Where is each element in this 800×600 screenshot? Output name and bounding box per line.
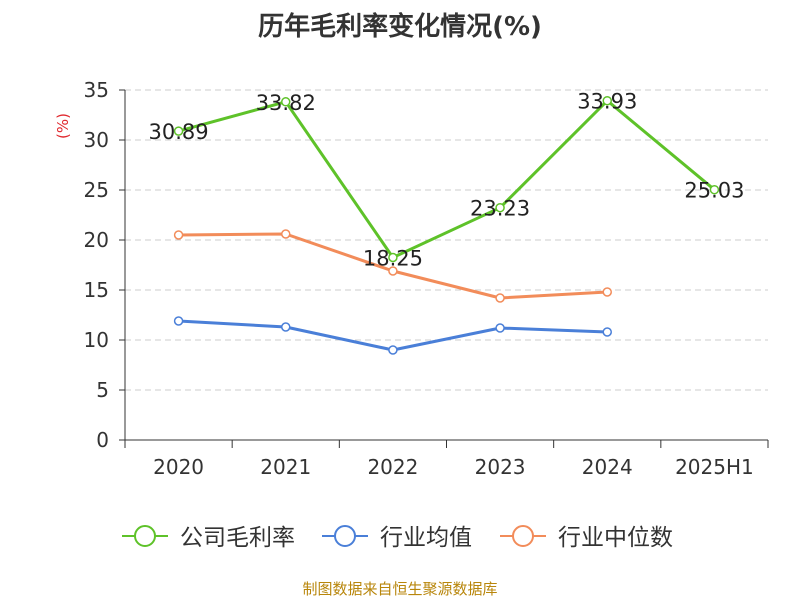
data-point-industry_median bbox=[281, 229, 291, 239]
chart-title: 历年毛利率变化情况(%) bbox=[258, 12, 542, 42]
y-tick-label: 5 bbox=[96, 378, 109, 402]
legend-label-gross_margin: 公司毛利率 bbox=[180, 525, 295, 551]
legend-label-industry_median: 行业中位数 bbox=[558, 525, 673, 551]
data-point-industry_median bbox=[495, 293, 505, 303]
y-axis-unit-label: (%) bbox=[54, 113, 72, 139]
legend-marker-gross_margin bbox=[134, 525, 156, 547]
source-note: 制图数据来自恒生聚源数据库 bbox=[302, 580, 498, 598]
y-tick-label: 20 bbox=[84, 228, 109, 252]
x-tick-label: 2023 bbox=[475, 455, 526, 479]
data-label: 30.89 bbox=[149, 120, 209, 144]
y-tick-label: 35 bbox=[84, 78, 109, 102]
data-point-industry_median bbox=[602, 287, 612, 297]
data-point-industry_median bbox=[388, 266, 398, 276]
data-point-industry_avg bbox=[602, 327, 612, 337]
x-tick-label: 2021 bbox=[260, 455, 311, 479]
series-line-gross_margin bbox=[178, 99, 716, 259]
data-label: 33.93 bbox=[577, 90, 637, 114]
legend-label-industry_avg: 行业均值 bbox=[380, 525, 472, 551]
x-tick-label: 2020 bbox=[153, 455, 204, 479]
data-label: 18.25 bbox=[363, 247, 423, 271]
data-point-industry_avg bbox=[495, 323, 505, 333]
y-tick-label: 30 bbox=[84, 128, 109, 152]
legend-marker-industry_median bbox=[512, 525, 534, 547]
x-tick-label: 2024 bbox=[582, 455, 633, 479]
y-tick-label: 0 bbox=[96, 428, 109, 452]
y-tick-label: 25 bbox=[84, 178, 109, 202]
y-tick-label: 15 bbox=[84, 278, 109, 302]
y-tick-label: 10 bbox=[84, 328, 109, 352]
data-point-gross_margin bbox=[495, 202, 505, 213]
data-point-gross_margin bbox=[709, 184, 720, 195]
data-point-gross_margin bbox=[281, 97, 291, 107]
data-point-industry_median bbox=[173, 230, 184, 240]
data-point-industry_avg bbox=[281, 322, 291, 332]
x-tick-label: 2022 bbox=[367, 455, 418, 479]
data-label: 23.23 bbox=[470, 197, 530, 221]
data-label: 25.03 bbox=[684, 179, 744, 203]
data-point-gross_margin bbox=[173, 126, 184, 136]
data-point-industry_avg bbox=[388, 345, 398, 355]
data-point-industry_avg bbox=[173, 316, 184, 326]
x-tick-label: 2025H1 bbox=[675, 455, 754, 479]
data-label: 33.82 bbox=[256, 91, 316, 115]
legend-marker-industry_avg bbox=[334, 525, 356, 547]
data-point-gross_margin bbox=[388, 252, 398, 263]
data-point-gross_margin bbox=[602, 95, 612, 106]
